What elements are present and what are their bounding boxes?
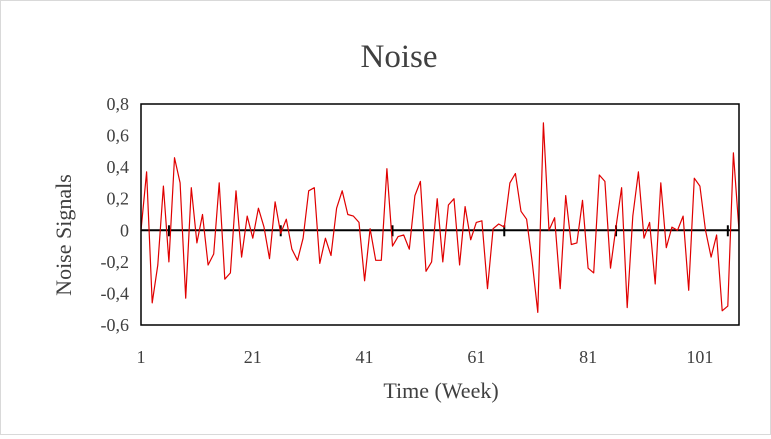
x-tick-label: 1 (137, 347, 146, 367)
y-tick-label: 0,2 (107, 189, 130, 209)
x-tick-label: 41 (356, 347, 374, 367)
y-tick-label: -0,6 (101, 315, 130, 335)
x-tick-label: 81 (579, 347, 597, 367)
plot-layer (140, 122, 740, 313)
chart-title: Noise (361, 39, 438, 75)
y-tick-label: 0 (120, 220, 129, 240)
plot-area-border (140, 103, 740, 326)
y-axis-title: Noise Signals (51, 174, 76, 296)
noise-series-line (140, 122, 740, 313)
x-axis-ticks: 1 21 41 61 81 101 (137, 347, 714, 367)
y-tick-label: -0,2 (101, 252, 130, 272)
x-tick-label: 101 (686, 347, 713, 367)
x-tick-label: 21 (244, 347, 262, 367)
y-axis-ticks: 0,8 0,6 0,4 0,2 0 -0,2 -0,4 -0,6 (101, 94, 130, 335)
y-tick-label: -0,4 (101, 283, 130, 303)
x-axis-title: Time (Week) (383, 378, 498, 403)
y-tick-label: 0,8 (107, 94, 130, 114)
y-tick-label: 0,4 (107, 157, 130, 177)
y-tick-label: 0,6 (107, 126, 130, 146)
x-tick-label: 61 (467, 347, 485, 367)
